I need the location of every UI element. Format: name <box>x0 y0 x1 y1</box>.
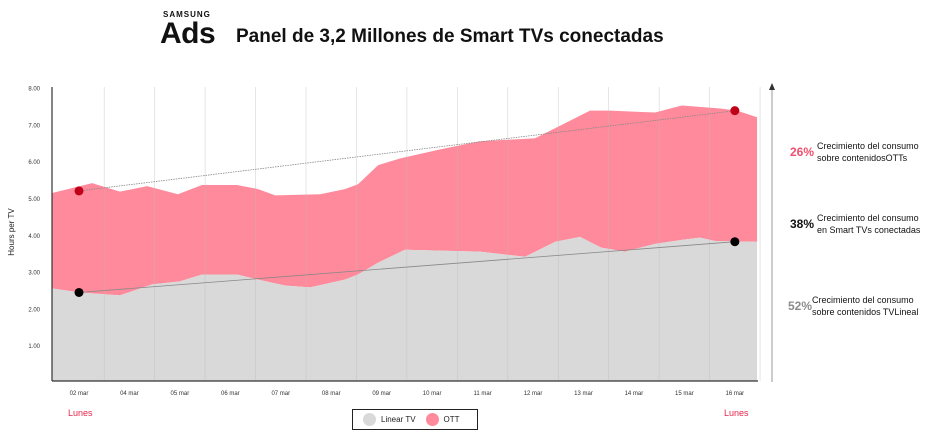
trend-line <box>78 110 735 192</box>
stat-ott-line1: Crecimiento del consumo <box>817 141 919 151</box>
stat-smart-tv-pct: 38% <box>790 217 815 231</box>
x-tick-label: 15 mar <box>675 391 694 397</box>
y-tick-label: 7.00 <box>28 123 40 129</box>
x-tick-label: 13 mar <box>574 391 593 397</box>
x-tick-label: 10 mar <box>423 391 442 397</box>
x-tick-label: 08 mar <box>322 391 341 397</box>
end-day-label: Lunes <box>724 408 749 418</box>
x-tick-label: 12 mar <box>524 391 543 397</box>
x-tick-label: 02 mar <box>70 391 89 397</box>
trend-end-point <box>730 106 740 116</box>
stat-ott-pct: 26% <box>790 145 815 159</box>
stat-smart-tv-line1: Crecimiento del consumo <box>817 213 919 223</box>
trend-start-point <box>74 186 84 196</box>
trend-line <box>78 241 735 293</box>
x-tick-label: 16 mar <box>726 391 745 397</box>
y-tick-label: 8.00 <box>28 87 40 93</box>
trend-end-point <box>730 237 740 247</box>
trend-start-point <box>74 287 84 297</box>
ads-logo: Ads <box>160 17 216 50</box>
legend: Linear TV OTT <box>352 409 478 430</box>
y-tick-label: 4.00 <box>28 234 40 240</box>
y-tick-label: 2.00 <box>28 307 40 313</box>
stat-smart-tv: 38% Crecimiento del consumo en Smart TVs … <box>790 212 920 236</box>
legend-linear-label: Linear TV <box>381 415 416 424</box>
linear-tv-area <box>51 236 758 381</box>
y-tick-label: 3.00 <box>28 271 40 277</box>
stat-linear-pct: 52% <box>788 299 813 313</box>
ott-area <box>51 105 758 296</box>
x-tick-label: 07 mar <box>271 391 290 397</box>
y-tick-label: 6.00 <box>28 160 40 166</box>
stat-linear-line1: Crecimiento del consumo <box>812 295 914 305</box>
x-tick-label: 04 mar <box>120 391 139 397</box>
legend-ott-swatch <box>425 413 439 426</box>
stat-ott-line2: sobre contenidosOTTs <box>817 153 908 163</box>
growth-arrow-icon <box>769 83 775 90</box>
legend-ott-label: OTT <box>443 415 460 424</box>
start-day-label: Lunes <box>68 408 93 418</box>
x-tick-label: 09 mar <box>372 391 391 397</box>
stat-linear-line2: sobre contenidos TVLineal <box>812 307 919 317</box>
x-tick-label: 14 mar <box>625 391 644 397</box>
y-axis-label: Hours per TV <box>7 208 16 256</box>
page-title: Panel de 3,2 Millones de Smart TVs conec… <box>236 26 664 47</box>
x-tick-label: 05 mar <box>171 391 190 397</box>
samsung-logo-text: SAMSUNG <box>163 10 211 19</box>
y-tick-label: 1.00 <box>28 344 40 350</box>
stat-smart-tv-line2: en Smart TVs conectadas <box>817 225 921 235</box>
x-tick-label: 06 mar <box>221 391 240 397</box>
stat-ott: 26% Crecimiento del consumo sobre conteni… <box>790 140 919 164</box>
y-tick-label: 5.00 <box>28 197 40 203</box>
legend-linear-swatch <box>363 413 376 426</box>
x-tick-label: 11 mar <box>473 391 491 397</box>
stat-linear: 52% Crecimiento del consumo sobre conteni… <box>788 294 918 318</box>
